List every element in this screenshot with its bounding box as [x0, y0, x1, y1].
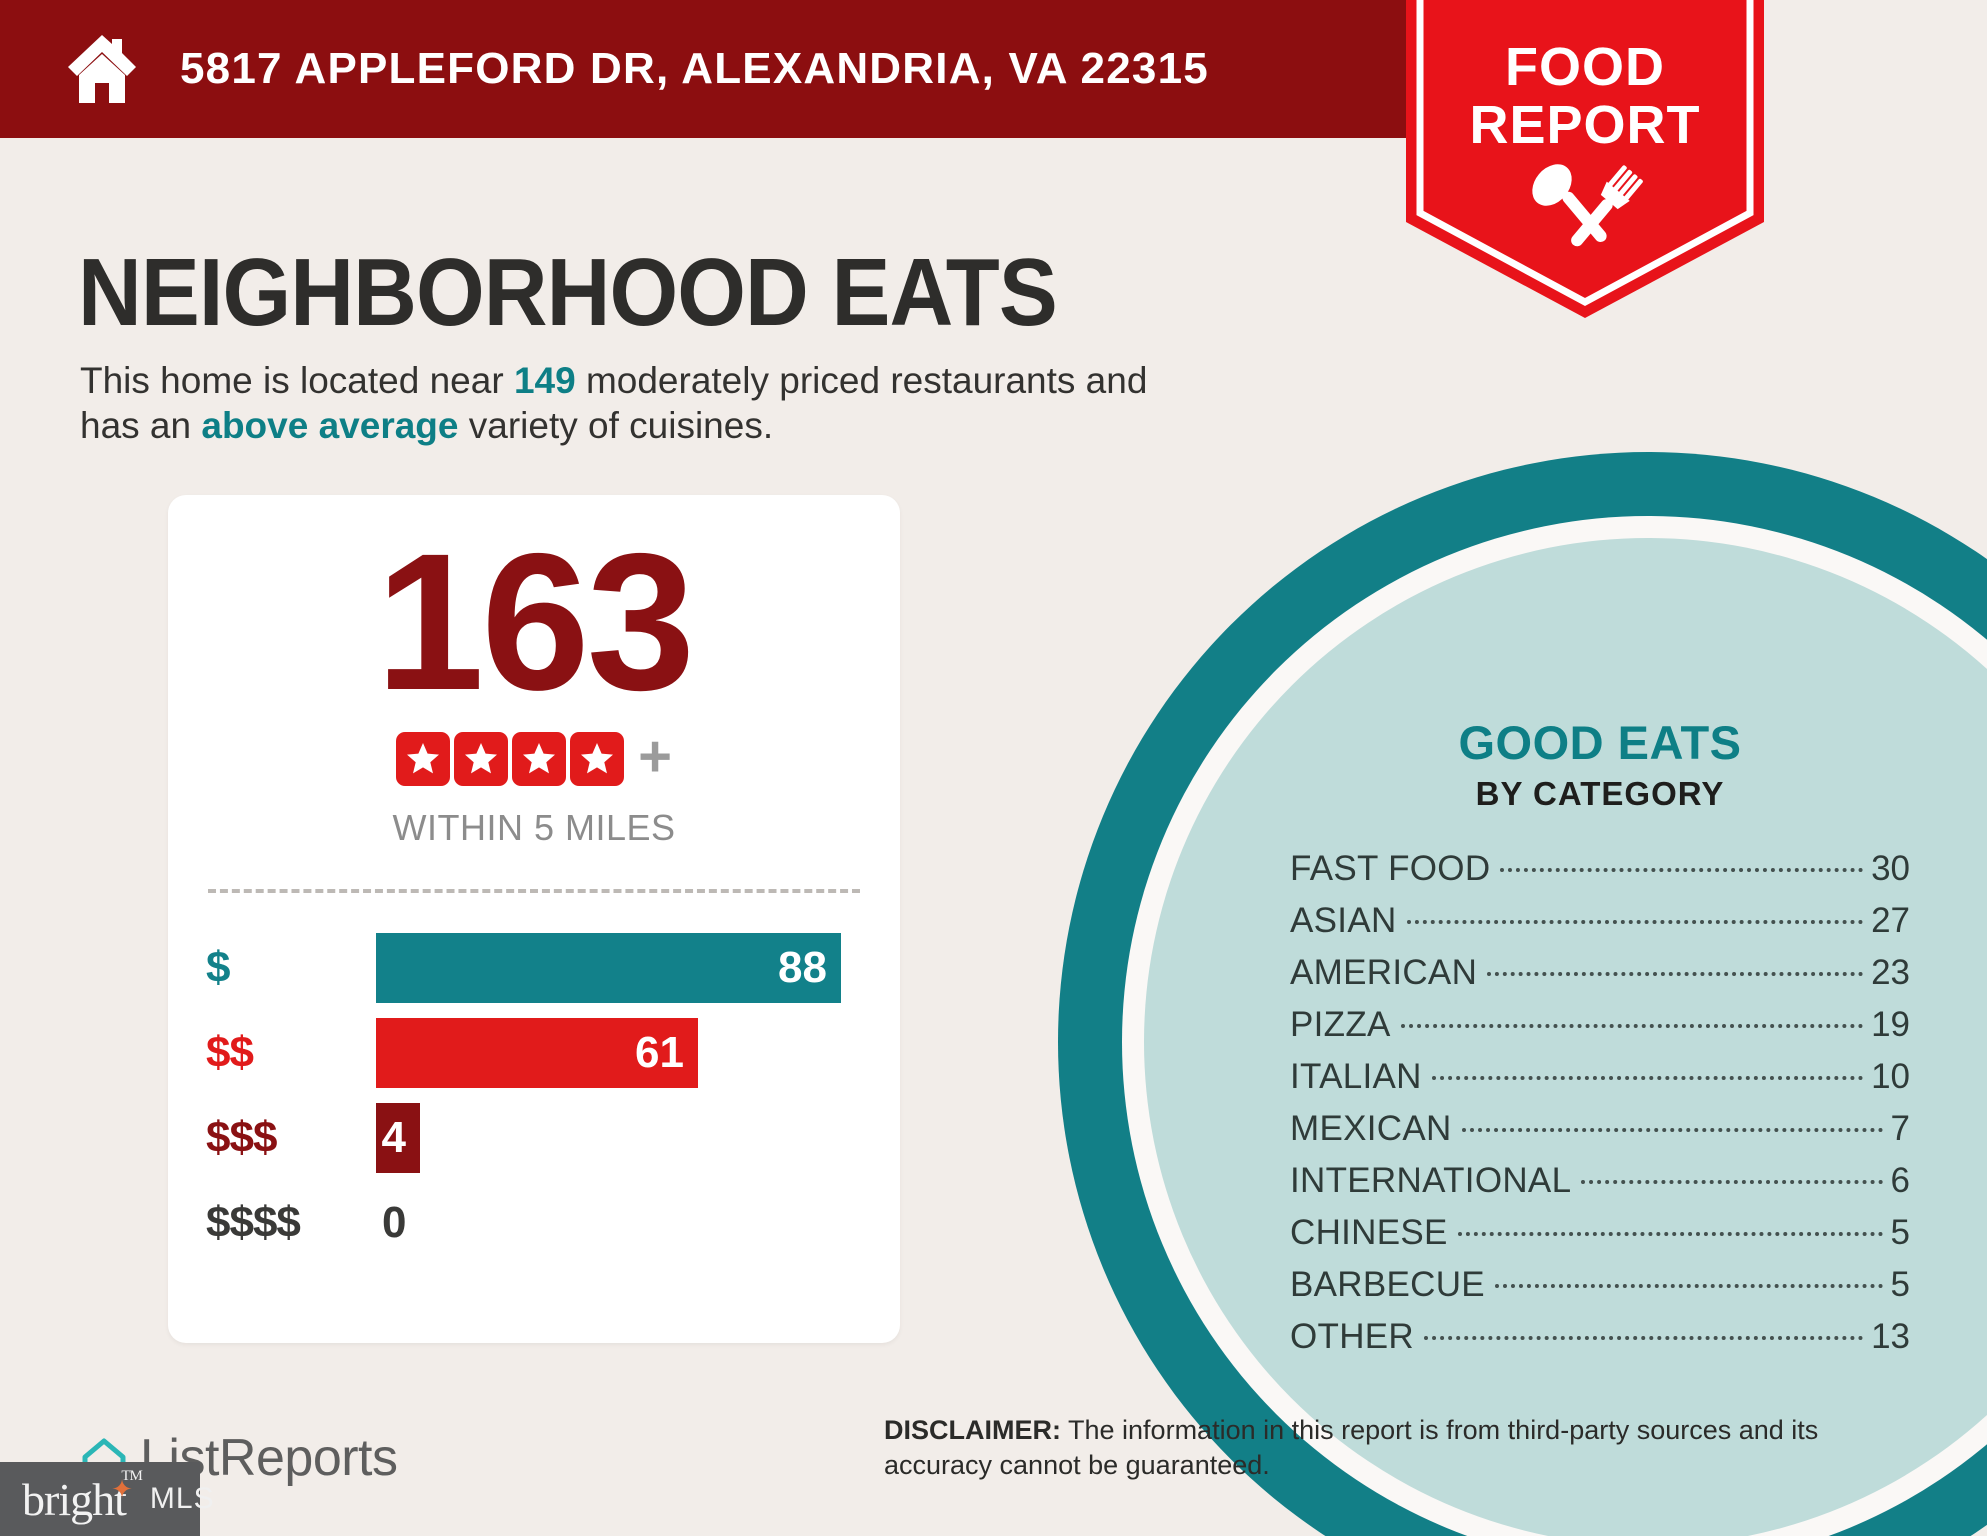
svg-text:REPORT: REPORT [1469, 95, 1700, 155]
price-tier-bar-area: 61 [376, 1010, 900, 1095]
category-name: CHINESE [1290, 1213, 1448, 1252]
category-name: PIZZA [1290, 1005, 1391, 1044]
leader-dots [1431, 1076, 1864, 1080]
price-tier-label: $$$ [206, 1112, 277, 1162]
leader-dots [1424, 1336, 1864, 1340]
star-icon [454, 732, 509, 786]
category-row: INTERNATIONAL 6 [1290, 1161, 1910, 1213]
price-tier-bar: 88 [376, 932, 841, 1003]
category-row: PIZZA 19 [1290, 1005, 1910, 1057]
category-row: FAST FOOD 30 [1290, 849, 1910, 901]
category-name: BARBECUE [1290, 1265, 1485, 1304]
category-name: ASIAN [1290, 901, 1397, 940]
category-count: 10 [1871, 1057, 1910, 1096]
category-list: FAST FOOD 30 ASIAN 27 AMERICAN 23 PIZZA 19 ITALI… [1290, 849, 1910, 1369]
category-name: AMERICAN [1290, 953, 1478, 992]
category-row: AMERICAN 23 [1290, 953, 1910, 1005]
category-name: MEXICAN [1290, 1109, 1452, 1148]
category-name: FAST FOOD [1290, 849, 1491, 888]
house-icon [62, 29, 142, 109]
price-tier-bar-area: 4 [376, 1095, 900, 1180]
category-count: 6 [1890, 1161, 1910, 1200]
category-row: CHINESE 5 [1290, 1213, 1910, 1265]
page-title: NEIGHBORHOOD EATS [78, 239, 1058, 346]
price-tier-row: $$$ 4 [168, 1095, 900, 1180]
bright-mls-wordmark: bright ✦ TM [22, 1468, 143, 1526]
star-icon [512, 732, 567, 786]
food-report-badge: FOOD REPORT [1406, 0, 1764, 318]
category-row: ITALIAN 10 [1290, 1057, 1910, 1109]
category-row: MEXICAN 7 [1290, 1109, 1910, 1161]
leader-dots [1500, 868, 1864, 872]
category-count: 23 [1871, 953, 1910, 992]
trademark-mark: TM [121, 1467, 142, 1484]
variety-rating: above average [201, 405, 459, 447]
plus-icon: + [638, 724, 672, 789]
category-name: INTERNATIONAL [1290, 1161, 1572, 1200]
star-icon [570, 732, 625, 786]
category-count: 30 [1871, 849, 1910, 888]
good-eats-panel: GOOD EATS BY CATEGORY FAST FOOD 30 ASIAN 27… [1290, 715, 1910, 1369]
price-tier-row: $$ 61 [168, 1010, 900, 1095]
price-tier-chart: $88 $$ 61 $$$ 4 $$$$ 0 [168, 925, 900, 1265]
category-name: ITALIAN [1290, 1057, 1422, 1096]
price-tier-bar-area: 88 [376, 925, 900, 1010]
leader-dots [1487, 972, 1864, 976]
category-count: 5 [1890, 1213, 1910, 1252]
price-tier-label: $$ [206, 1027, 254, 1077]
good-eats-panel-circle [1144, 538, 1987, 1536]
leader-dots [1494, 1284, 1883, 1288]
star-rating: + [168, 728, 900, 786]
svg-text:FOOD: FOOD [1505, 37, 1665, 97]
total-restaurants-value: 163 [375, 513, 695, 731]
leader-dots [1400, 1024, 1864, 1028]
price-tier-bar: 0 [382, 1197, 407, 1247]
restaurant-stats-card: 163 + [168, 495, 900, 1343]
disclaimer-text: The information in this report is from t… [884, 1415, 1819, 1481]
summary-part-1: This home is located near [80, 360, 514, 401]
price-tier-row: $$$$ 0 [168, 1180, 900, 1265]
bright-text: bright [22, 1473, 127, 1525]
restaurant-count: 149 [513, 360, 576, 401]
card-divider [208, 889, 860, 893]
bright-mls-logo: bright ✦ TM MLS [0, 1462, 214, 1536]
category-count: 27 [1871, 901, 1910, 940]
price-tier-bar: 4 [376, 1102, 420, 1173]
leader-dots [1406, 920, 1864, 924]
within-radius-label: WITHIN 5 MILES [392, 807, 676, 848]
category-count: 7 [1890, 1109, 1910, 1148]
summary-part-3: variety of cuisines. [458, 405, 774, 447]
disclaimer: DISCLAIMER: The information in this repo… [884, 1413, 1924, 1483]
header-bar: 5817 APPLEFORD DR, ALEXANDRIA, VA 22315 [0, 0, 1464, 138]
mls-text: MLS [149, 1482, 215, 1515]
category-count: 13 [1871, 1317, 1910, 1356]
leader-dots [1581, 1180, 1883, 1184]
spoon-fork-icon [1532, 164, 1643, 247]
good-eats-title: GOOD EATS [1458, 716, 1742, 769]
price-tier-bar-area: 0 [376, 1180, 900, 1265]
category-count: 19 [1871, 1005, 1910, 1044]
star-icon: ✦ [111, 1474, 133, 1504]
disclaimer-label: DISCLAIMER: [884, 1415, 1061, 1445]
price-tier-bar: 61 [376, 1017, 698, 1088]
property-address: 5817 APPLEFORD DR, ALEXANDRIA, VA 22315 [180, 44, 1209, 93]
summary-text: This home is located near 149 moderately… [80, 358, 1160, 448]
category-row: ASIAN 27 [1290, 901, 1910, 953]
price-tier-label: $ [206, 942, 230, 992]
summary-part-2: moderately priced restaurants and has an [80, 360, 1148, 447]
leader-dots [1461, 1128, 1883, 1132]
category-row: BARBECUE 5 [1290, 1265, 1910, 1317]
good-eats-subtitle: BY CATEGORY [1475, 775, 1725, 812]
price-tier-label: $$$$ [206, 1197, 301, 1247]
category-row: OTHER 13 [1290, 1317, 1910, 1369]
star-icon [396, 732, 451, 786]
category-count: 5 [1890, 1265, 1910, 1304]
price-tier-row: $88 [168, 925, 900, 1010]
category-name: OTHER [1290, 1317, 1414, 1356]
leader-dots [1457, 1232, 1883, 1236]
